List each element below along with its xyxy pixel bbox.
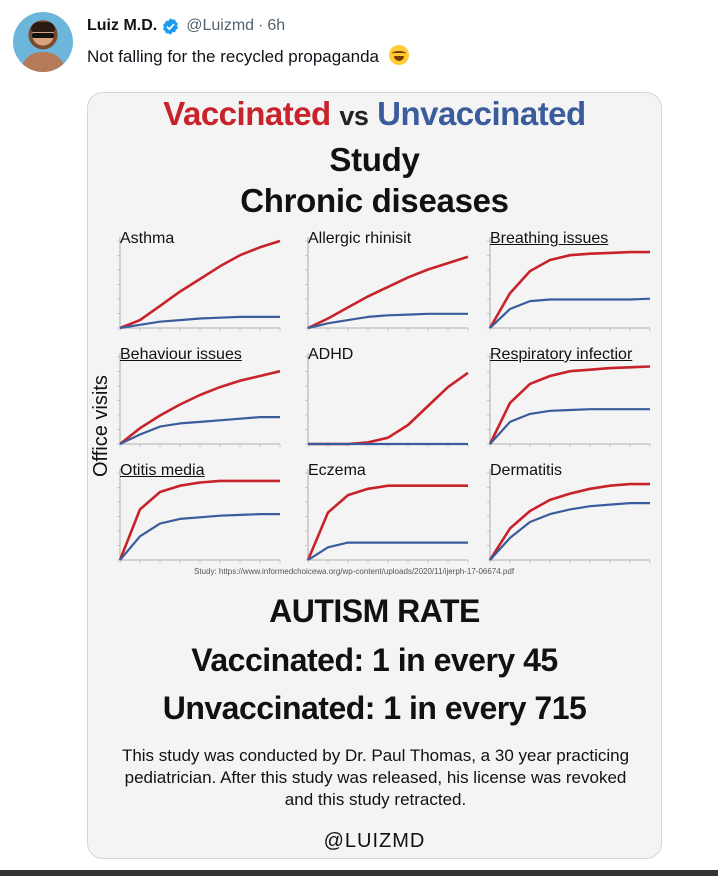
infographic-title: Vaccinated vs Unvaccinated [88,95,661,133]
chart-panel: Otitis media [110,462,288,575]
chart-svg [305,237,469,331]
series-line-unvaccinated [489,501,650,561]
timestamp[interactable]: 6h [267,17,286,34]
chart-title: Otitis media [120,462,205,479]
title-vs: vs [339,101,369,131]
chart-panel: Dermatitis [480,462,658,575]
series-line-vaccinated [306,484,468,561]
series-line-vaccinated [118,479,280,561]
chart-panel: ADHD [298,346,476,459]
tweet-text-content: Not falling for the recycled propaganda [87,47,380,66]
series-line-unvaccinated [119,315,280,330]
chart-title: Breathing issues [490,230,609,247]
chart-panel: Asthma [110,230,288,343]
unvaccinated-rate: Unvaccinated: 1 in every 715 [162,690,587,726]
series-line-unvaccinated [307,312,468,330]
study-note: This study was conducted by Dr. Paul Tho… [121,746,630,809]
source-citation: Study: https://www.informedchoicewa.org/… [194,567,515,576]
series-line-unvaccinated [119,512,280,561]
separator-dot: · [258,17,264,34]
series-line-vaccinated [488,250,650,329]
chart-panel: Respiratory infectior [480,346,658,459]
tweet-media-image[interactable]: Vaccinated vs Unvaccinated Study Chronic… [87,92,662,859]
chart-axis [307,353,468,445]
series-line-unvaccinated [489,408,650,445]
chart-axis [119,237,280,329]
series-line-unvaccinated [489,297,651,329]
signature: @LUIZMD [323,830,426,852]
series-line-vaccinated [307,255,469,330]
series-line-vaccinated [488,482,650,561]
vaccinated-rate: Vaccinated: 1 in every 45 [191,642,558,678]
series-line-vaccinated [119,369,281,446]
tears-of-joy-emoji-icon [388,45,409,65]
chart-svg [305,469,469,563]
chart-panel: Eczema [298,462,476,575]
tweet-text: Not falling for the recycled propaganda [87,45,409,67]
chart-svg [487,469,651,563]
bottom-bar [0,870,718,876]
autism-rate-heading: AUTISM RATE [269,593,480,629]
chart-axis [489,237,650,329]
chart-axis [489,469,650,561]
chart-svg [487,237,651,331]
series-line-vaccinated [488,365,651,445]
title-unvaccinated: Unvaccinated [377,95,586,132]
chart-title: Allergic rhinisit [308,230,412,247]
chart-title: ADHD [308,346,354,363]
series-line-vaccinated [308,371,469,446]
series-line-vaccinated [119,239,281,330]
chart-title: Respiratory infectior [490,346,633,363]
avatar-glasses [32,33,54,38]
chart-svg [117,237,281,331]
avatar-body [21,52,65,72]
handle[interactable]: @Luizmd [186,17,255,34]
chart-title: Eczema [308,462,366,479]
chart-title: Behaviour issues [120,346,242,363]
series-line-unvaccinated [119,415,280,445]
display-name[interactable]: Luiz M.D. [87,17,158,34]
chart-title: Dermatitis [490,462,563,479]
avatar-hair [31,22,55,32]
verified-badge-icon[interactable] [161,17,180,36]
avatar[interactable] [13,12,73,72]
title-vaccinated: Vaccinated [163,95,331,132]
tweet-header: Luiz M.D. @Luizmd · 6h [87,15,285,37]
title-chronic-diseases: Chronic diseases [240,182,509,219]
chart-svg [305,353,469,447]
chart-svg [117,353,281,447]
chart-axis [119,353,280,445]
series-line-unvaccinated [307,541,468,561]
chart-svg [487,353,651,447]
title-study: Study [329,141,420,178]
chart-panel: Breathing issues [480,230,658,343]
chart-panel: Behaviour issues [110,346,288,459]
chart-panel: Allergic rhinisit [298,230,476,343]
chart-title: Asthma [120,230,175,247]
chart-svg [117,469,281,563]
